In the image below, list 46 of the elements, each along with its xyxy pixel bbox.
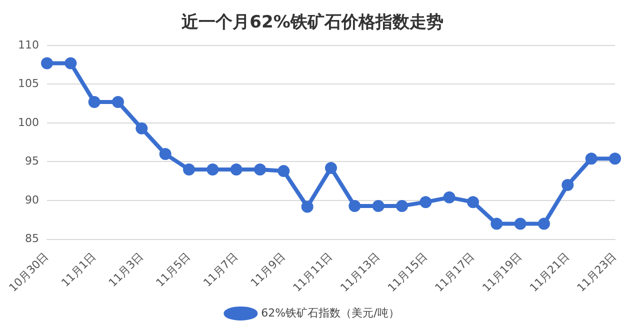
y-tick-label: 90 [24,193,39,206]
x-tick-label: 11月1日 [58,250,98,290]
y-tick-label: 100 [18,116,39,129]
point [420,196,432,208]
x-tick-label: 11月5日 [154,250,194,290]
point [88,96,100,108]
point [514,218,526,230]
x-tick-label: 11月23日 [574,250,620,294]
x-tick-label: 11月15日 [385,250,430,294]
y-tick-label: 105 [18,77,39,90]
point [396,200,408,212]
point [490,218,503,230]
point [254,164,266,176]
x-tick-label: 11月21日 [527,250,572,294]
point [609,152,621,165]
point [206,164,219,176]
x-tick-label: 11月19日 [480,250,524,294]
x-tick-label: 11月7日 [200,250,240,290]
x-tick-label: 11月3日 [106,250,146,290]
x-tick-label: 10月30日 [6,250,52,294]
point [538,218,550,230]
point [443,191,456,204]
x-tick-label: 11月9日 [248,250,288,290]
point [230,164,242,176]
point [182,164,195,176]
point [467,196,479,208]
legend-label: 62%铁矿石指数（美元/吨） [261,306,400,320]
y-tick-label: 85 [24,232,39,246]
y-tick-label: 95 [24,154,39,168]
point [585,152,598,165]
point [112,96,124,108]
y-tick-label: 110 [18,38,39,52]
x-tick-label: 11月11日 [290,250,336,294]
x-tick-label: 11月13日 [338,250,382,294]
point [40,57,53,70]
chart-title: 近一个月62%铁矿石价格指数走势 [180,12,444,33]
point [562,179,574,192]
x-tick-label: 11月17日 [432,250,478,294]
point [136,122,148,134]
point [278,165,290,178]
point [159,148,172,160]
point [64,57,77,70]
point [372,200,384,212]
point [348,200,361,212]
point [301,200,314,213]
point [325,162,337,174]
